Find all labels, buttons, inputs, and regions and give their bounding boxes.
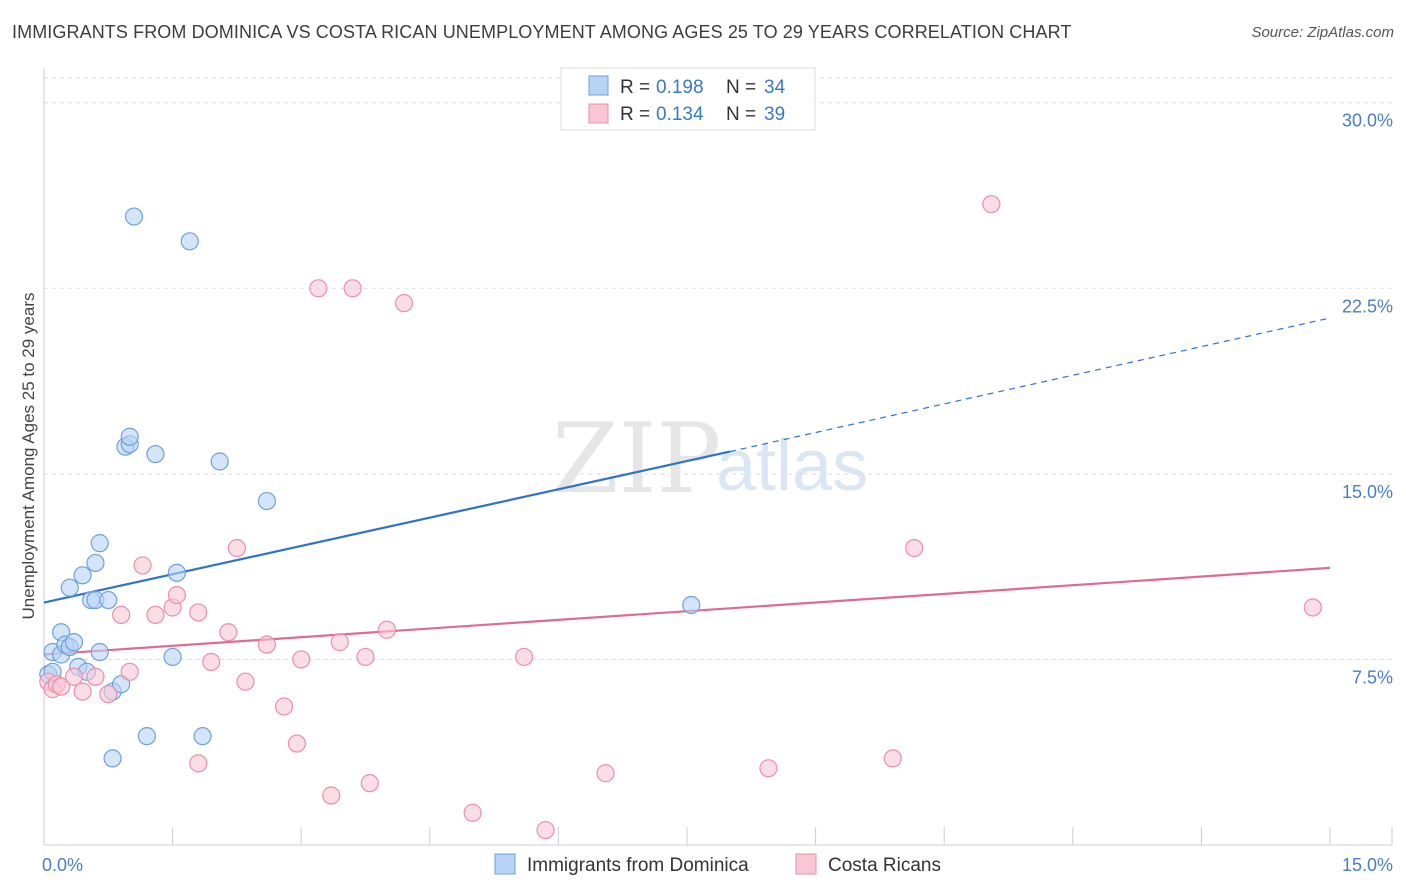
point-pink-8 xyxy=(112,605,131,625)
point-pink-32 xyxy=(463,803,482,822)
legend-r-value-pink: 0.134 xyxy=(656,104,704,125)
legend-n-value-pink: 39 xyxy=(764,104,785,125)
legend-n-value-blue: 34 xyxy=(764,77,786,98)
point-blue-14 xyxy=(86,553,105,573)
point-pink-22 xyxy=(287,734,307,753)
point-blue-23 xyxy=(120,427,139,446)
legend-r-value-blue: 0.198 xyxy=(656,77,704,98)
point-pink-34 xyxy=(536,821,555,840)
point-pink-28 xyxy=(356,647,375,667)
watermark: ZIP atlas xyxy=(552,403,868,515)
point-pink-3 xyxy=(52,677,71,696)
x-tick-labels: 0.0% 15.0% xyxy=(42,855,1393,875)
point-blue-10 xyxy=(73,566,92,585)
bottom-legend-swatch-pink xyxy=(795,853,817,875)
legend-swatch-blue xyxy=(588,75,609,96)
point-pink-16 xyxy=(202,652,221,672)
point-blue-26 xyxy=(163,647,182,667)
point-blue-18 xyxy=(103,749,122,768)
point-pink-37 xyxy=(883,749,902,768)
trend-line-blue xyxy=(43,450,731,604)
point-pink-11 xyxy=(146,605,165,625)
point-blue-33 xyxy=(137,727,156,746)
data-points xyxy=(39,195,1322,840)
point-pink-10 xyxy=(133,556,152,575)
point-blue-16 xyxy=(90,642,109,662)
point-pink-40 xyxy=(1303,598,1322,617)
point-pink-15 xyxy=(189,754,208,773)
point-blue-15 xyxy=(90,534,109,553)
point-blue-30 xyxy=(210,452,229,471)
point-blue-20 xyxy=(112,675,131,694)
legend-r-label-blue: R = xyxy=(620,77,650,98)
point-blue-31 xyxy=(257,491,277,511)
legend-n-label-pink: N = xyxy=(726,104,756,125)
point-pink-4 xyxy=(64,667,84,686)
axes xyxy=(43,68,1393,846)
point-pink-30 xyxy=(377,620,397,639)
point-pink-31 xyxy=(394,294,414,313)
point-blue-24 xyxy=(124,207,144,226)
watermark-atlas: atlas xyxy=(716,426,868,506)
point-pink-21 xyxy=(274,697,294,716)
point-pink-17 xyxy=(219,623,238,642)
y-tick-label-3: 30.0% xyxy=(1342,111,1393,131)
y-axis-label: Unemployment Among Ages 25 to 29 years xyxy=(19,293,38,620)
point-pink-7 xyxy=(99,684,118,704)
point-pink-33 xyxy=(515,647,534,667)
legend: R = 0.198 N = 34 R = 0.134 N = 39 xyxy=(560,67,816,131)
point-blue-28 xyxy=(180,232,199,251)
y-tick-label-2: 22.5% xyxy=(1342,296,1393,316)
point-pink-26 xyxy=(330,633,349,652)
point-pink-38 xyxy=(905,538,924,558)
legend-swatch-pink xyxy=(588,103,609,124)
bottom-legend-label-pink: Costa Ricans xyxy=(828,855,941,876)
y-tick-labels: 7.5% 15.0% 22.5% 30.0% xyxy=(1342,111,1393,688)
point-pink-13 xyxy=(167,586,186,605)
legend-n-label-blue: N = xyxy=(726,77,756,98)
point-pink-9 xyxy=(120,662,139,681)
point-pink-27 xyxy=(343,279,362,298)
gridlines xyxy=(44,77,1392,660)
source-label: Source: ZipAtlas.com xyxy=(1251,24,1394,41)
point-blue-27 xyxy=(167,563,186,582)
legend-r-label-pink: R = xyxy=(620,104,650,125)
point-pink-29 xyxy=(360,774,379,793)
y-tick-label-1: 15.0% xyxy=(1342,482,1393,502)
point-pink-20 xyxy=(257,635,277,654)
point-pink-6 xyxy=(86,667,105,686)
point-blue-17 xyxy=(99,590,118,610)
x-tick-label-1: 15.0% xyxy=(1342,855,1393,875)
trend-line-blue-extension xyxy=(729,317,1331,453)
point-pink-25 xyxy=(322,786,341,805)
chart-title: IMMIGRANTS FROM DOMINICA VS COSTA RICAN … xyxy=(12,22,1072,42)
point-pink-19 xyxy=(236,672,255,691)
point-blue-32 xyxy=(682,595,701,615)
point-blue-29 xyxy=(193,727,212,746)
y-tick-label-0: 7.5% xyxy=(1352,667,1393,687)
x-tick-label-0: 0.0% xyxy=(42,855,83,875)
bottom-legend-label-blue: Immigrants from Dominica xyxy=(527,855,749,876)
point-blue-25 xyxy=(146,444,165,464)
bottom-legend: Immigrants from Dominica Costa Ricans xyxy=(494,853,941,876)
point-blue-7 xyxy=(60,578,79,597)
bottom-legend-swatch-blue xyxy=(494,853,516,875)
point-pink-5 xyxy=(73,682,92,701)
point-pink-18 xyxy=(227,538,246,558)
point-pink-14 xyxy=(189,603,208,622)
point-pink-24 xyxy=(309,279,328,298)
point-pink-23 xyxy=(292,650,311,669)
point-pink-36 xyxy=(759,759,778,778)
point-pink-35 xyxy=(596,764,615,783)
point-blue-8 xyxy=(64,633,84,652)
point-pink-39 xyxy=(982,195,1001,214)
